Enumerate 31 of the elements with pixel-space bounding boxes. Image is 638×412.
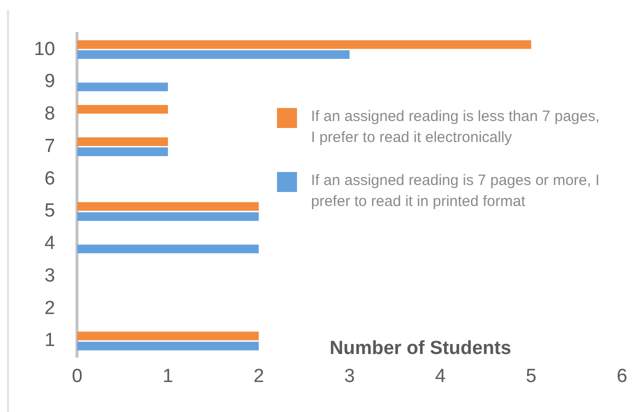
x-tick-label: 2 <box>253 366 264 387</box>
bar <box>77 342 259 350</box>
y-tick-label: 4 <box>44 233 56 254</box>
y-tick-label: 6 <box>44 168 56 190</box>
x-tick-label: 0 <box>72 366 82 387</box>
bar <box>77 50 350 59</box>
x-tick-label: 4 <box>435 366 446 387</box>
x-tick-label: 3 <box>344 366 355 387</box>
bar <box>77 212 259 221</box>
y-tick-label: 5 <box>44 200 56 222</box>
x-axis-title: Number of Students <box>330 338 512 360</box>
y-tick-label: 2 <box>44 298 56 319</box>
y-tick-label: 3 <box>44 265 56 286</box>
x-tick-label: 5 <box>526 366 536 387</box>
y-tick-label: 10 <box>34 38 56 60</box>
y-tick-label: 1 <box>44 330 56 352</box>
legend-label: If an assigned reading is less than 7 pages, I prefer to read it electronically <box>311 107 601 148</box>
bar <box>77 137 168 146</box>
legend-label: If an assigned reading is 7 pages or more, I prefer to read it in printed format <box>311 171 601 212</box>
bar <box>77 40 532 49</box>
y-tick-label: 7 <box>44 136 56 157</box>
y-tick-label: 8 <box>44 104 56 125</box>
bar <box>77 202 259 211</box>
bar <box>77 82 168 92</box>
bar <box>77 244 259 254</box>
bar <box>77 147 168 156</box>
y-tick-label: 9 <box>44 71 56 92</box>
x-tick-label: 6 <box>616 366 628 387</box>
bar <box>77 105 168 114</box>
x-tick-label: 1 <box>162 366 174 387</box>
bar <box>77 332 259 340</box>
